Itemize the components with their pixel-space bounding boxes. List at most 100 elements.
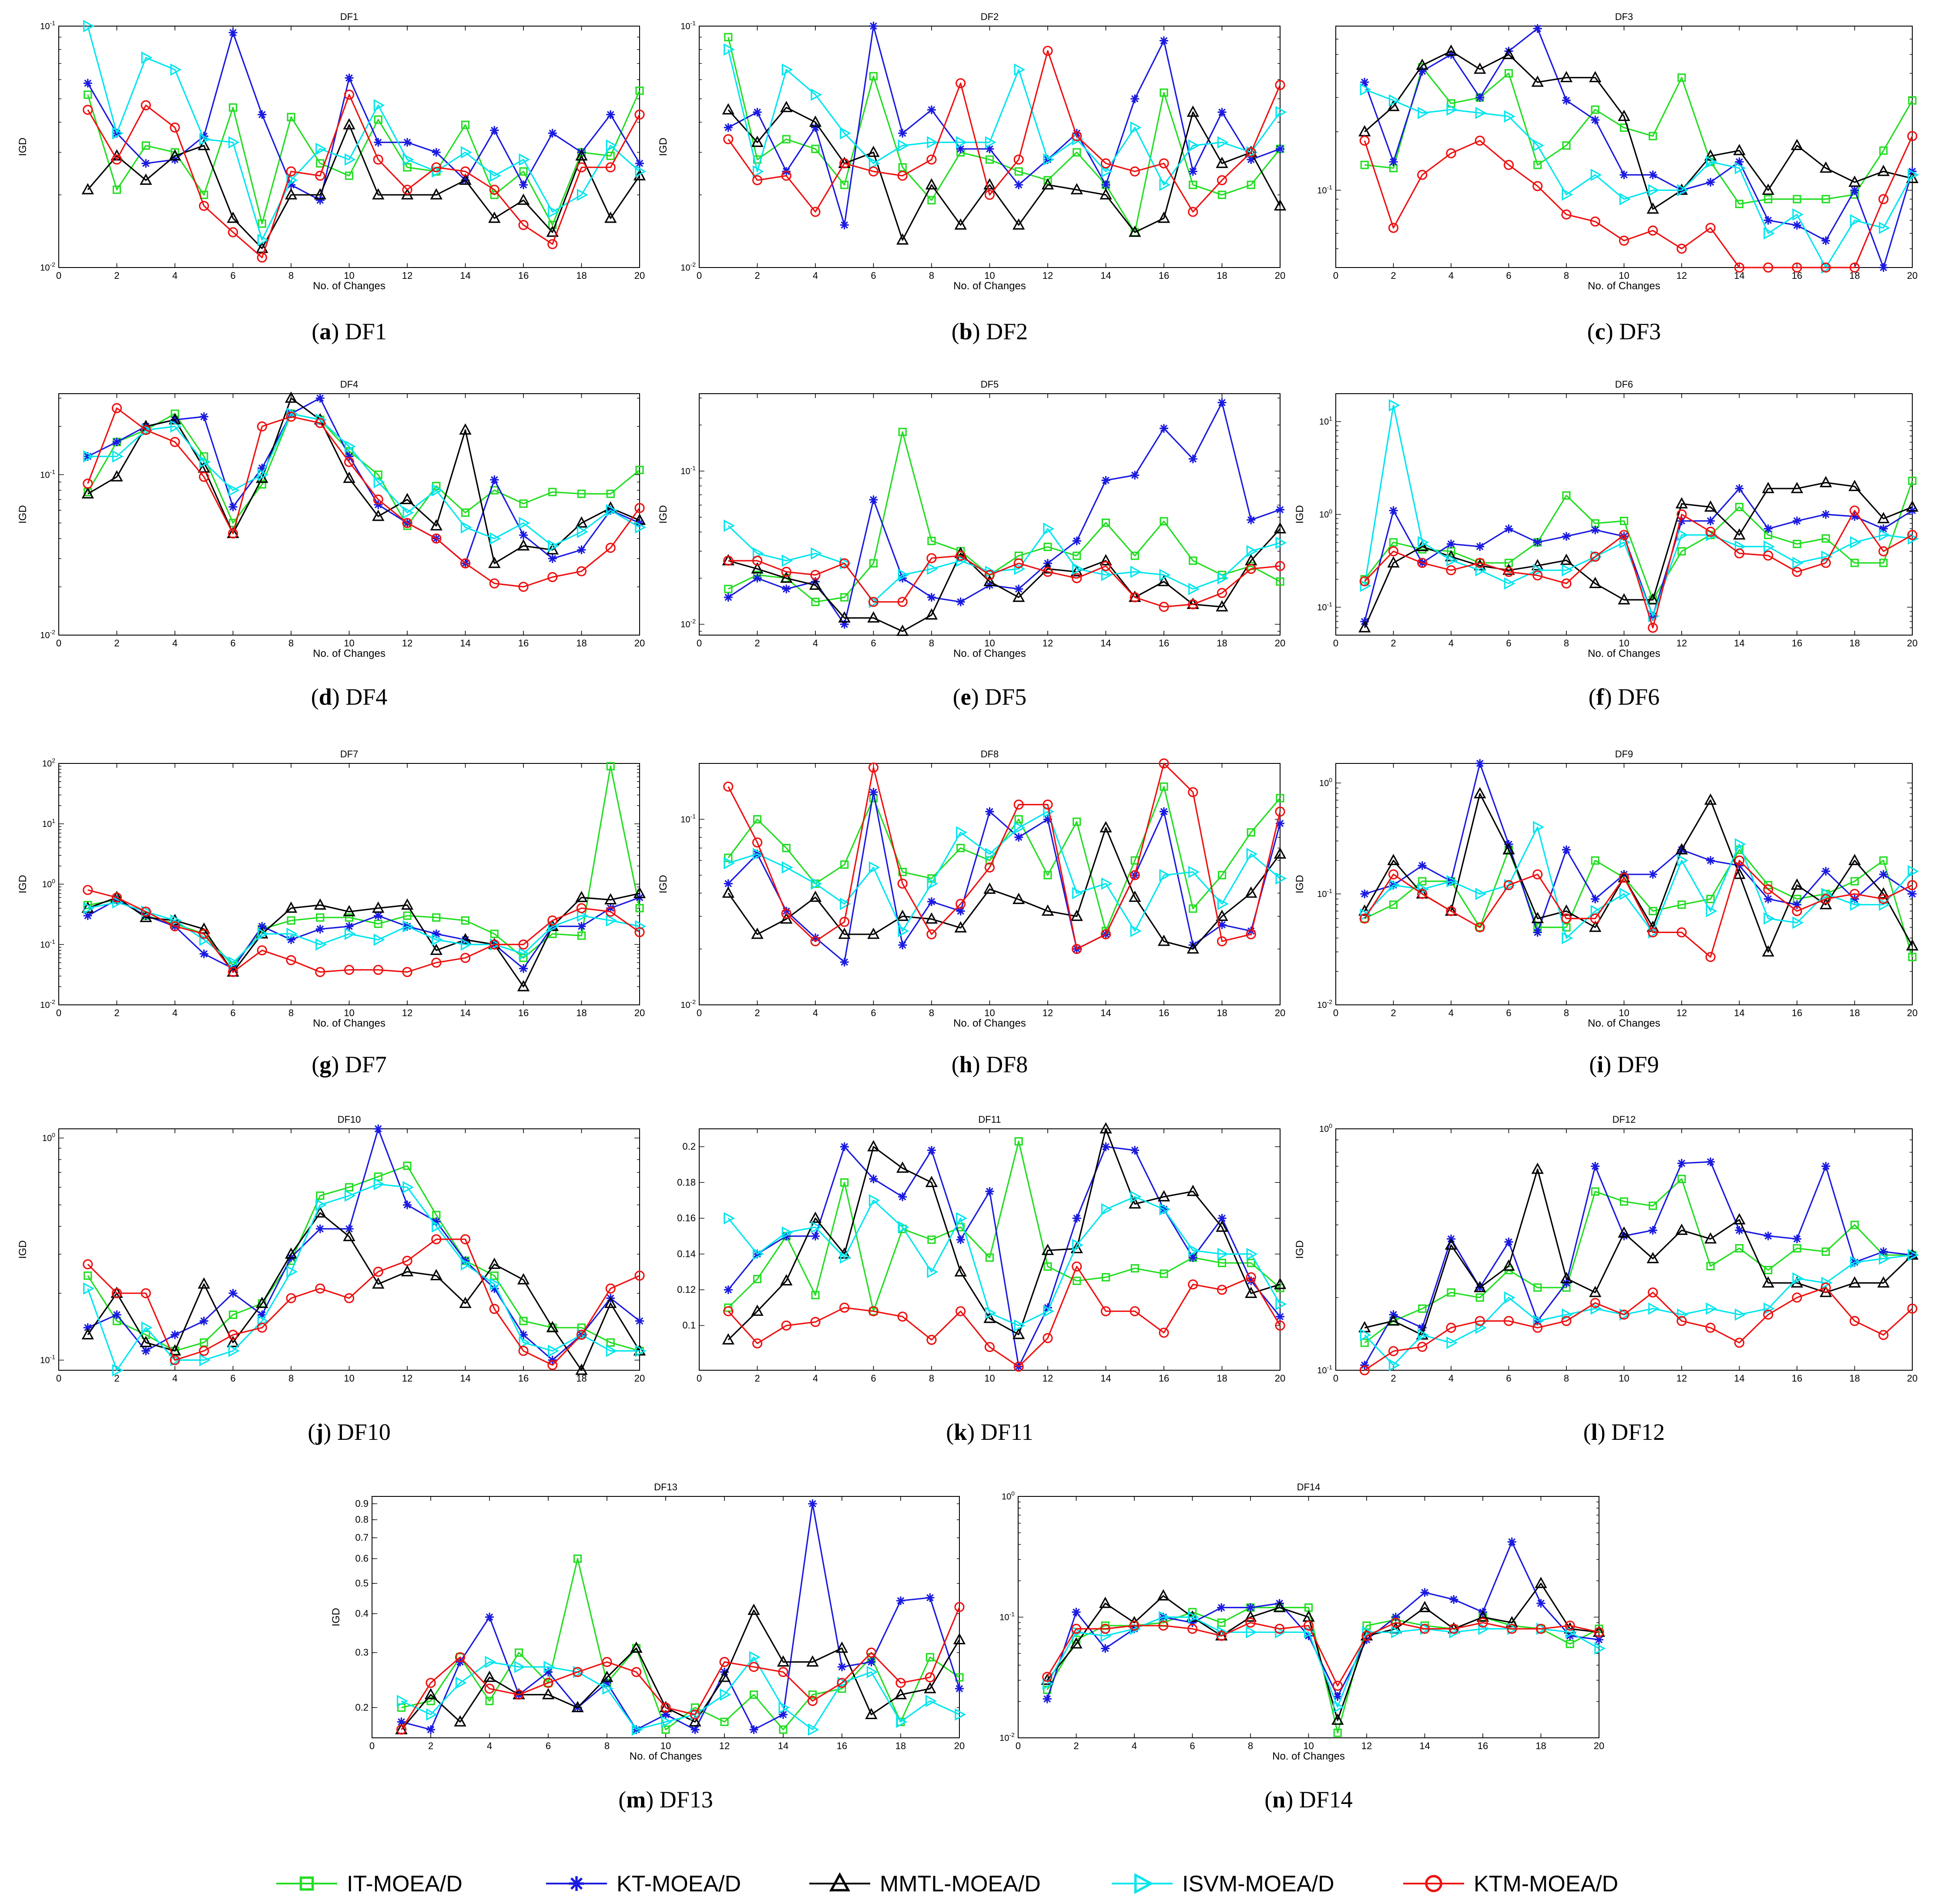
square-marker — [898, 428, 907, 436]
circle-marker — [1332, 1680, 1343, 1691]
tri-right-marker — [1562, 564, 1573, 577]
circle-marker — [1849, 505, 1860, 516]
tri-right-marker — [635, 1345, 647, 1357]
star-marker — [1247, 1276, 1256, 1285]
triangle-marker — [517, 539, 530, 551]
circle-marker — [723, 134, 734, 144]
circle-marker — [315, 418, 325, 428]
square-marker — [573, 1554, 582, 1563]
circle-marker — [605, 1283, 616, 1294]
circle-marker — [1417, 558, 1428, 568]
circle-marker — [1275, 1320, 1285, 1331]
x-tick-label: 2 — [114, 1373, 119, 1384]
y-tick-label: 0.6 — [355, 1553, 369, 1564]
triangle-marker — [198, 1277, 210, 1289]
square-marker — [1677, 547, 1686, 555]
star-marker — [432, 148, 441, 157]
triangle-marker — [1100, 1122, 1112, 1134]
chart-title: DF2 — [981, 11, 999, 22]
x-axis-label: No. of Changes — [313, 648, 386, 659]
circle-marker — [426, 1678, 436, 1688]
chart-title: DF1 — [340, 11, 359, 22]
star-marker — [1014, 833, 1023, 842]
triangle-marker — [838, 927, 851, 939]
x-tick-label: 0 — [56, 1373, 61, 1384]
series-line — [87, 407, 640, 588]
triangle-marker — [1733, 144, 1746, 155]
circle-marker — [1705, 223, 1716, 233]
x-tick-label: 4 — [1448, 1373, 1454, 1384]
circle-marker — [1159, 602, 1169, 612]
circle-marker — [170, 921, 180, 932]
x-tick-label: 14 — [460, 1007, 470, 1018]
chart-title: DF9 — [1615, 749, 1633, 760]
star-marker — [315, 394, 325, 403]
legend-item-kt-moea-d: KT-MOEA/D — [546, 1871, 741, 1897]
triangle-marker — [546, 225, 559, 237]
y-tick-label: 10-1 — [681, 465, 696, 476]
tri-right-marker — [83, 902, 95, 914]
tri-right-marker — [1792, 1272, 1804, 1285]
tri-right-marker — [781, 63, 793, 76]
tri-right-marker — [752, 165, 764, 178]
series-line — [727, 786, 1281, 932]
circle-marker — [1503, 567, 1514, 577]
star-marker — [1706, 177, 1715, 187]
circle-marker — [926, 154, 937, 165]
tri-right-marker — [1446, 103, 1458, 116]
series-ktm-moea-d — [83, 403, 645, 592]
star-marker — [1850, 512, 1859, 521]
tri-right-marker — [985, 136, 996, 149]
triangle-marker — [751, 562, 764, 574]
circle-marker — [431, 957, 442, 968]
square-marker — [1908, 953, 1917, 961]
square-marker — [1706, 895, 1715, 903]
star-marker — [1043, 1694, 1052, 1703]
x-tick-label: 4 — [813, 1373, 818, 1384]
star-marker — [569, 1876, 584, 1891]
circle-marker — [257, 945, 267, 956]
x-tick-label: 12 — [1043, 1007, 1053, 1018]
tri-right-marker — [344, 1189, 356, 1202]
square-marker — [811, 598, 820, 606]
tri-right-marker — [1446, 875, 1458, 888]
triangle-marker — [1273, 1601, 1286, 1613]
x-tick-label: 4 — [1448, 270, 1454, 281]
circle-marker — [1763, 262, 1773, 273]
square-marker — [1566, 1640, 1574, 1648]
star-marker — [1821, 867, 1830, 876]
star-marker — [956, 1235, 965, 1244]
tri-right-marker — [460, 146, 472, 159]
star-marker — [1879, 263, 1888, 272]
circle-marker — [460, 166, 471, 177]
triangle-marker — [1877, 887, 1890, 899]
tri-right-marker — [1879, 529, 1891, 542]
tri-right-marker — [543, 1660, 555, 1673]
tri-right-marker — [606, 1345, 617, 1357]
tri-right-marker — [1130, 566, 1142, 578]
tri-right-marker — [1159, 1203, 1171, 1216]
triangle-marker — [168, 1344, 181, 1356]
tri-right-marker — [1648, 1302, 1660, 1315]
tri-right-marker — [1072, 1239, 1084, 1251]
circle-marker — [1388, 869, 1399, 880]
triangle-marker — [1820, 898, 1832, 910]
triangle-marker — [1216, 157, 1228, 168]
circle-marker — [1275, 80, 1285, 90]
triangle-marker — [227, 211, 239, 223]
x-tick-label: 8 — [1564, 270, 1569, 281]
y-tick-label: 10-1 — [40, 1354, 55, 1365]
tri-right-marker — [1879, 221, 1891, 234]
circle-marker — [1763, 884, 1773, 894]
star-marker — [199, 949, 208, 958]
triangle-marker — [954, 218, 967, 230]
triangle-marker — [1704, 500, 1717, 512]
triangle-marker — [1762, 1276, 1774, 1288]
circle-marker — [1705, 952, 1716, 962]
series-mmtl-moea-d — [1041, 1576, 1606, 1725]
tri-right-marker — [402, 920, 414, 933]
x-axis-label: No. of Changes — [953, 280, 1026, 292]
square-marker — [925, 1653, 935, 1662]
circle-marker — [984, 862, 995, 873]
x-tick-label: 6 — [871, 638, 876, 649]
